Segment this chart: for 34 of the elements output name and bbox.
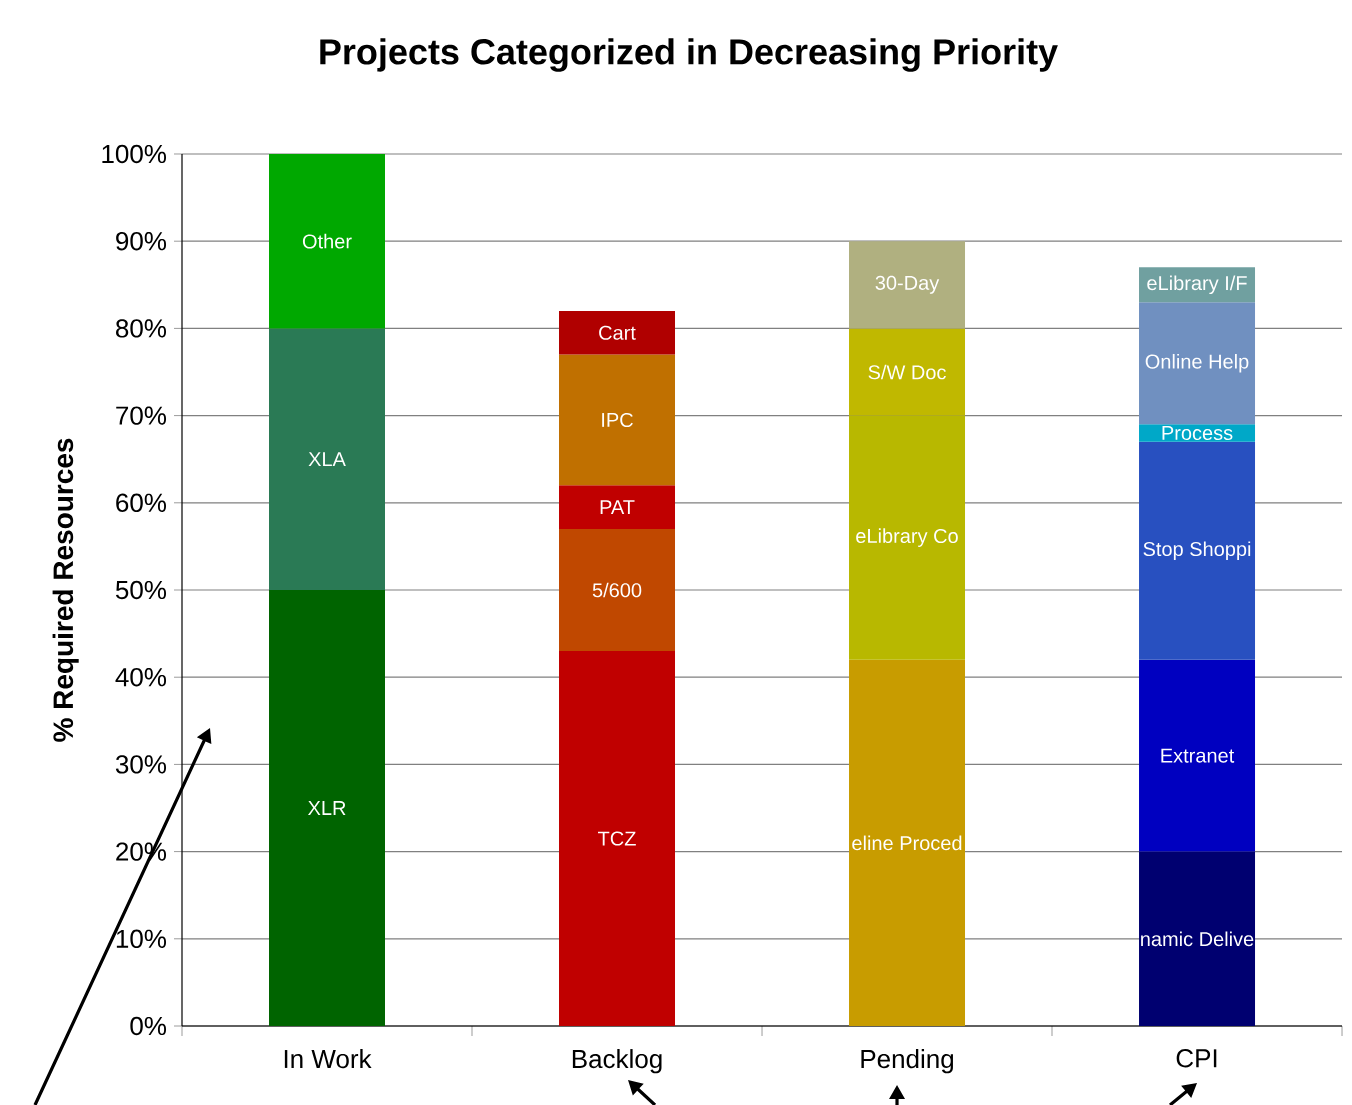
series-label: PAT <box>600 500 635 515</box>
y-tick-label: 30% <box>115 755 167 774</box>
y-tick-label: 40% <box>115 668 167 687</box>
series-label: namic Delive <box>1141 931 1254 947</box>
series-label: 5/600 <box>592 582 642 598</box>
series-label: IPC <box>602 412 633 428</box>
series-label: eLibrary I/F <box>1147 275 1247 295</box>
series-label: Online Help <box>1145 353 1249 373</box>
y-tick-label: 80% <box>116 319 167 338</box>
series-label: Process <box>1162 426 1233 441</box>
series-label: XLR <box>307 801 346 815</box>
x-tick-label: In Work <box>284 1049 372 1069</box>
x-tick-label: Pending <box>861 1049 954 1074</box>
series-label: eLibrary Co <box>856 528 958 547</box>
y-tick-label: 0% <box>130 1016 167 1036</box>
series-label: Cart <box>599 325 636 340</box>
chart-title: Projects Categorized in Decreasing Priority <box>320 38 1058 72</box>
x-tick-label: CPI <box>1176 1049 1217 1068</box>
series-label: Stop Shoppi <box>1143 541 1251 561</box>
series-label: Other <box>302 233 352 249</box>
series-label: Extranet <box>1161 748 1235 763</box>
series-label: eline Proced <box>852 835 962 851</box>
y-tick-label: 10% <box>116 929 167 949</box>
y-tick-label: 70% <box>116 406 167 425</box>
series-label: XLA <box>308 452 346 467</box>
y-axis-title: % Required Resources <box>52 438 79 742</box>
y-tick-label: 90% <box>116 231 167 251</box>
y-tick-label: 60% <box>116 493 167 512</box>
x-tick-label: Backlog <box>572 1049 662 1074</box>
y-tick-label: 100% <box>102 144 167 164</box>
series-label: S/W Doc <box>868 364 946 380</box>
series-label: TCZ <box>598 831 636 846</box>
y-tick-label: 50% <box>115 580 167 600</box>
series-label: 30-Day <box>875 275 940 294</box>
